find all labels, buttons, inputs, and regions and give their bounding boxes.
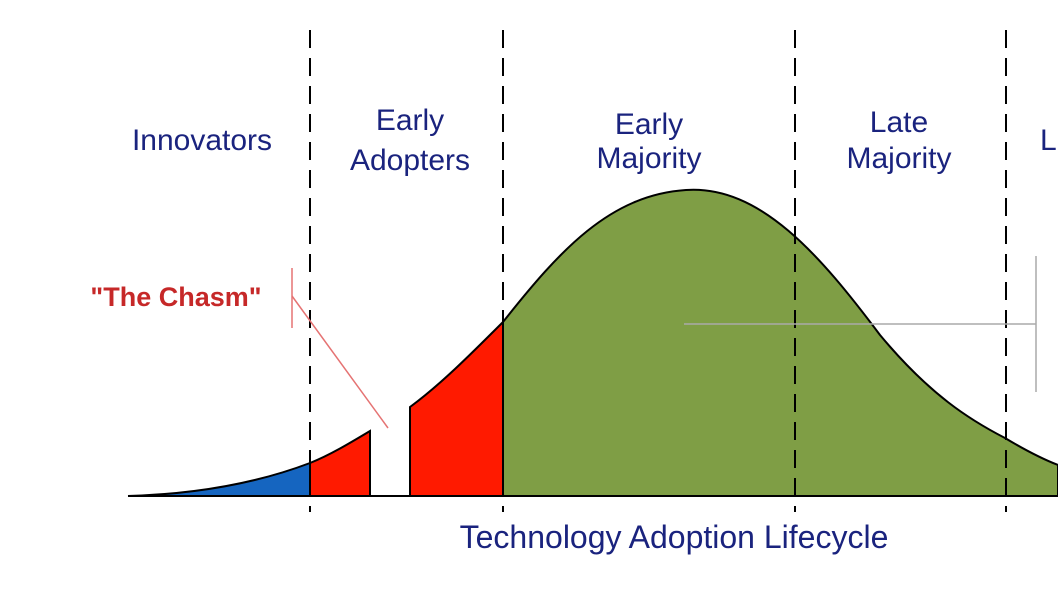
lifecycle-title: Technology Adoption Lifecycle — [460, 519, 889, 555]
innovators-region — [127, 461, 311, 497]
segment-label-laggards-partial: L — [1040, 124, 1057, 157]
segment-label-late-majority-line1: Late — [870, 106, 928, 139]
early-adopters-region-left — [309, 429, 371, 497]
segment-label-innovators: Innovators — [132, 124, 272, 157]
early-adopters-region-right — [409, 319, 504, 497]
segment-label-early-majority-line2: Majority — [596, 142, 701, 175]
chasm-label: "The Chasm" — [90, 282, 261, 312]
segment-label-early-adopters-line2: Adopters — [350, 144, 470, 177]
chasm-pointer — [291, 295, 389, 429]
majority-region — [502, 188, 1058, 497]
segment-label-early-adopters-line1: Early — [376, 104, 444, 137]
segment-label-late-majority-line2: Majority — [846, 142, 951, 175]
segment-label-early-majority-line1: Early — [615, 108, 683, 141]
